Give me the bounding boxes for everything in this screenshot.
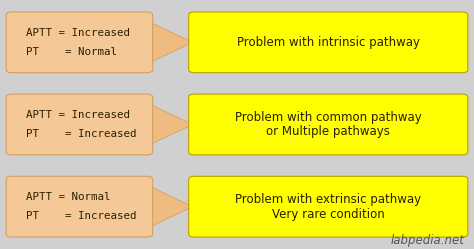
Text: labpedia.net: labpedia.net — [391, 234, 465, 247]
FancyBboxPatch shape — [6, 176, 153, 237]
FancyBboxPatch shape — [6, 12, 153, 73]
Text: APTT = Increased: APTT = Increased — [26, 110, 130, 120]
Text: APTT = Increased: APTT = Increased — [26, 28, 130, 38]
Text: Problem with intrinsic pathway: Problem with intrinsic pathway — [237, 36, 420, 49]
FancyBboxPatch shape — [189, 94, 468, 155]
FancyBboxPatch shape — [189, 176, 468, 237]
Text: PT    = Normal: PT = Normal — [26, 47, 117, 57]
Text: Problem with extrinsic pathway
Very rare condition: Problem with extrinsic pathway Very rare… — [235, 193, 421, 221]
Polygon shape — [149, 104, 191, 145]
Polygon shape — [149, 186, 191, 227]
Text: PT    = Increased: PT = Increased — [26, 211, 137, 221]
FancyBboxPatch shape — [6, 94, 153, 155]
Text: APTT = Normal: APTT = Normal — [26, 192, 110, 202]
Polygon shape — [149, 22, 191, 63]
FancyBboxPatch shape — [189, 12, 468, 73]
Text: Problem with common pathway
or Multiple pathways: Problem with common pathway or Multiple … — [235, 111, 421, 138]
Text: PT    = Increased: PT = Increased — [26, 129, 137, 139]
